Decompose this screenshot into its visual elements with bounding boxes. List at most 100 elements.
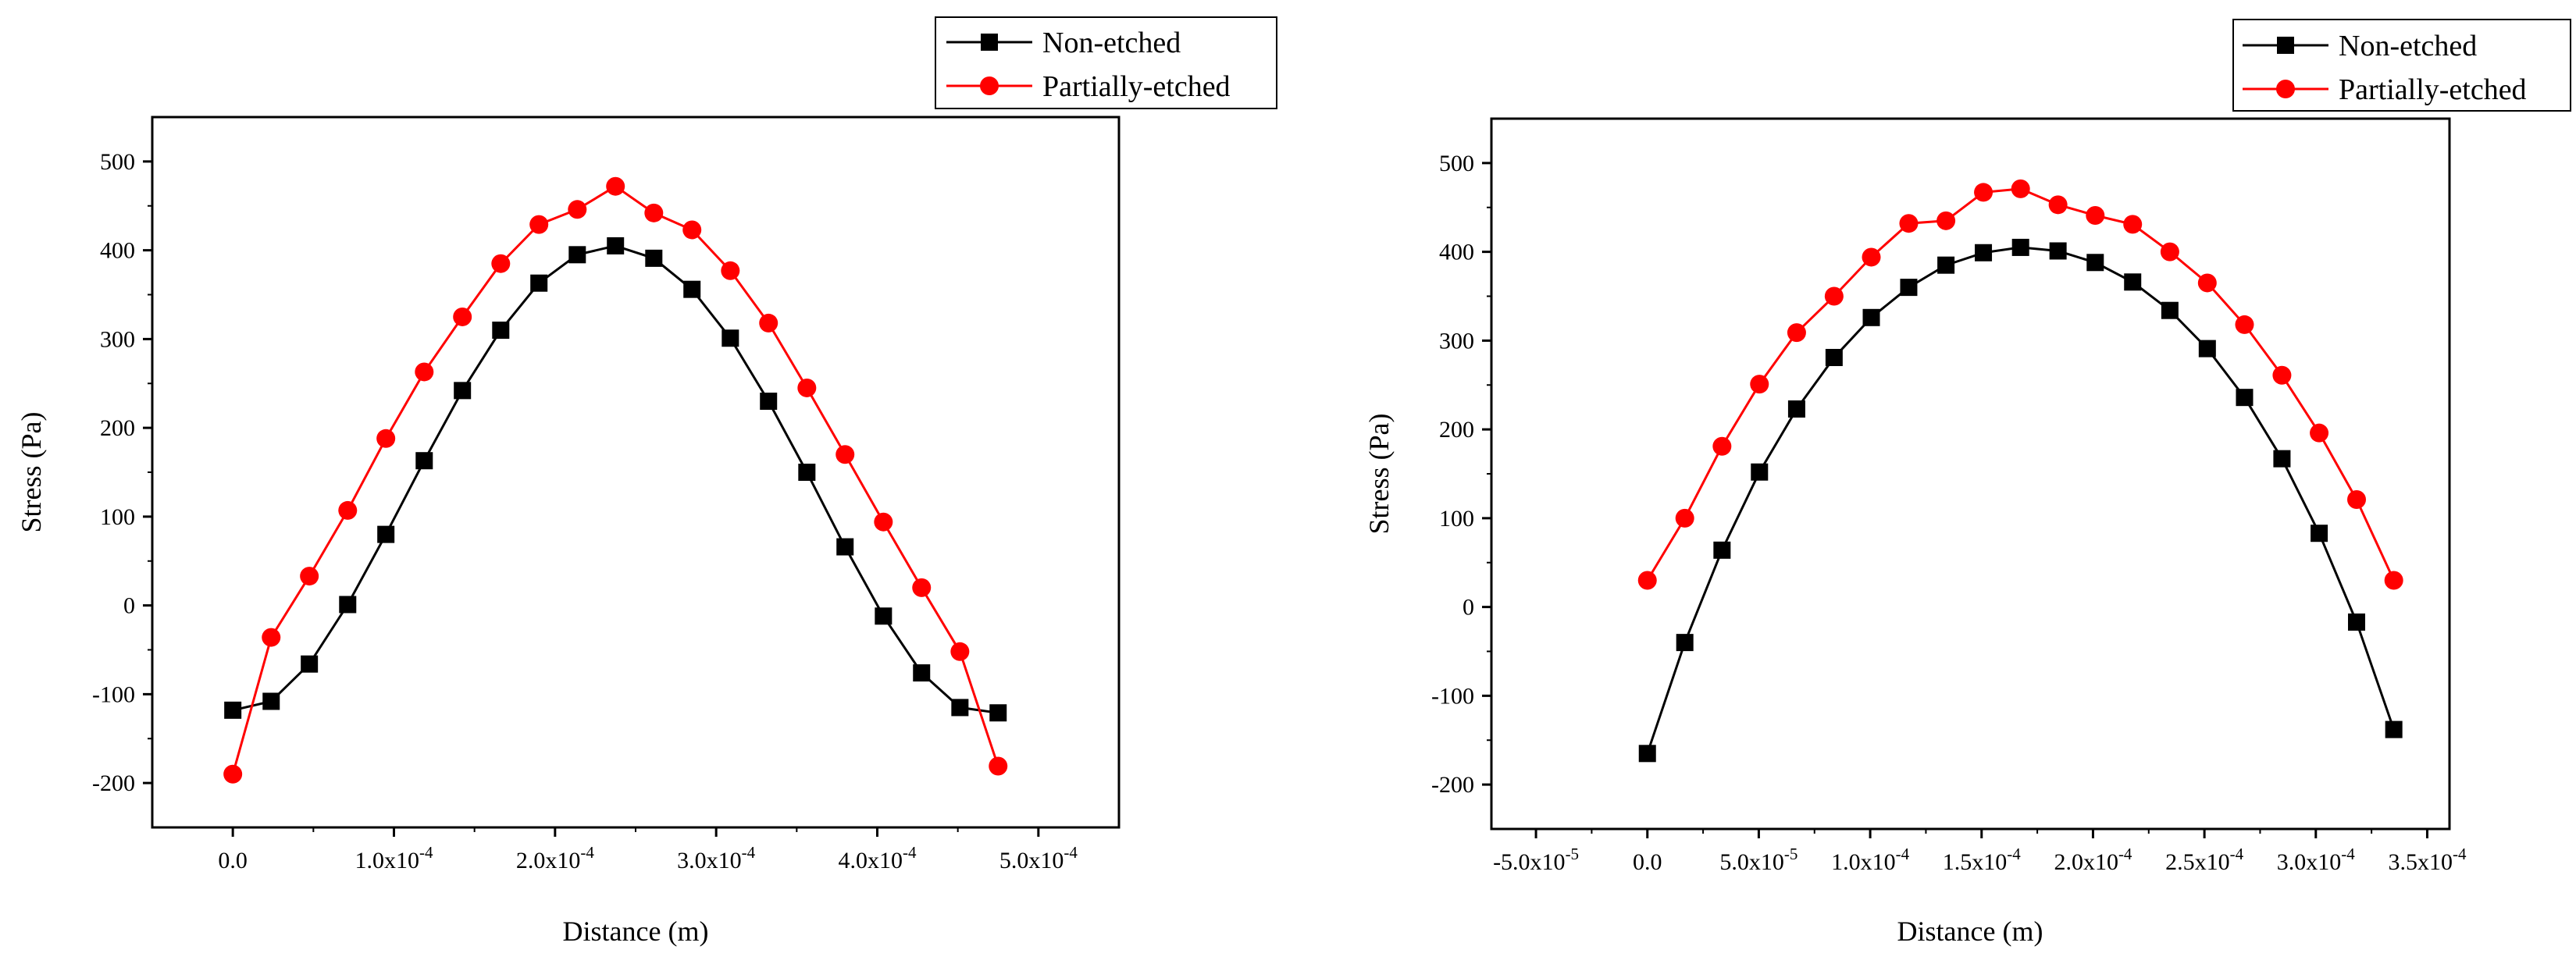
left-legend-label-etched: Partially-etched [1042,70,1231,103]
left-legend-marker-nonetched [981,34,998,51]
left-y-tick-label: 400 [100,238,135,264]
right-point-etched [1750,375,1769,394]
right-point-nonetched [1937,256,1955,274]
left-point-nonetched [224,701,242,719]
right-x-tick-label: -5.0x10-5 [1493,845,1579,875]
right-point-etched [2197,273,2217,293]
left-point-nonetched [760,393,778,410]
left-x-axis-title: Distance (m) [563,916,709,947]
right-y-tick-labels: -200 -100 0 100 200 300 400 500 [1431,151,1474,798]
right-point-nonetched [2385,720,2403,738]
left-point-etched [415,362,434,382]
right-x-tick-label: 0.0 [1633,849,1662,875]
left-point-etched [644,203,664,222]
left-point-etched [797,378,817,397]
right-point-etched [1936,211,1956,230]
left-point-nonetched [989,704,1007,722]
left-point-nonetched [798,464,816,481]
left-point-etched [874,512,893,532]
left-point-etched [453,307,472,326]
right-legend-marker-etched [2276,80,2295,98]
right-point-nonetched [2198,340,2216,357]
right-point-etched [1974,183,1993,202]
right-point-nonetched [2273,450,2291,468]
left-legend-label-nonetched: Non-etched [1042,27,1181,59]
right-point-etched [2347,489,2367,509]
left-point-etched [300,567,319,586]
right-point-nonetched [1676,634,1694,652]
right-point-etched [1824,286,1844,306]
right-point-etched [2123,215,2143,234]
right-point-etched [2011,179,2030,198]
left-point-etched [606,176,625,196]
right-point-etched [1675,508,1694,528]
left-point-nonetched [875,607,893,625]
right-y-tick-label: -200 [1431,772,1474,798]
left-point-etched [912,578,932,597]
left-point-nonetched [415,452,433,470]
right-point-nonetched [2086,254,2104,272]
left-y-tick-labels: -200 -100 0 100 200 300 400 500 [92,149,135,796]
right-legend-marker-nonetched [2277,37,2294,54]
left-point-etched [950,642,970,661]
right-point-etched [2310,423,2329,443]
left-point-nonetched [339,596,357,614]
right-point-nonetched [1975,244,1993,261]
left-y-tick-label: 200 [100,415,135,441]
left-point-nonetched [492,322,510,339]
left-point-nonetched [454,382,472,400]
right-legend-label-etched: Partially-etched [2339,73,2527,106]
left-series-layer [223,176,1008,784]
left-legend-marker-etched [980,76,999,95]
right-y-tick-label: 500 [1439,151,1474,176]
left-point-nonetched [568,246,586,264]
right-point-nonetched [1787,400,1805,418]
left-point-etched [759,313,779,333]
right-point-etched [2048,195,2068,215]
right-point-nonetched [1751,463,1769,481]
left-point-nonetched [262,692,280,710]
left-point-nonetched [721,329,739,347]
left-point-etched [836,445,855,464]
right-point-etched [2235,315,2254,334]
left-point-etched [989,756,1008,776]
left-point-etched [529,215,549,234]
right-y-tick-label: 400 [1439,240,1474,265]
left-y-tick-label: -200 [92,770,135,796]
left-point-nonetched [530,274,548,292]
right-axis-ticks [1482,162,2428,838]
right-point-nonetched [1900,279,1918,297]
right-point-etched [2160,242,2179,261]
left-point-etched [491,254,511,273]
left-legend: Non-etched Partially-etched [935,16,1277,109]
right-legend: Non-etched Partially-etched [2232,19,2571,112]
right-point-etched [1899,214,1919,233]
right-y-tick-label: 200 [1439,417,1474,443]
right-point-nonetched [2311,525,2328,542]
left-axis-ticks [143,160,1040,837]
right-point-nonetched [2161,301,2179,319]
left-y-tick-label: 300 [100,326,135,352]
right-y-tick-label: 100 [1439,506,1474,532]
right-point-etched [2272,365,2292,385]
left-point-nonetched [951,699,969,717]
right-point-nonetched [2236,389,2254,407]
left-point-nonetched [645,249,663,267]
right-point-nonetched [1862,308,1880,326]
left-point-etched [223,764,243,784]
right-y-axis-title: Stress (Pa) [1363,414,1395,535]
left-y-axis-title: Stress (Pa) [16,412,47,533]
right-point-etched [2384,571,2403,590]
left-point-etched [338,500,358,520]
right-point-nonetched [2348,613,2366,631]
left-point-nonetched [301,655,319,673]
right-point-etched [1862,247,1881,267]
left-point-nonetched [683,280,701,298]
left-point-etched [721,261,740,280]
right-series-layer [1637,179,2403,763]
left-point-nonetched [607,237,625,254]
left-point-etched [262,628,281,647]
right-point-nonetched [1825,348,1843,366]
